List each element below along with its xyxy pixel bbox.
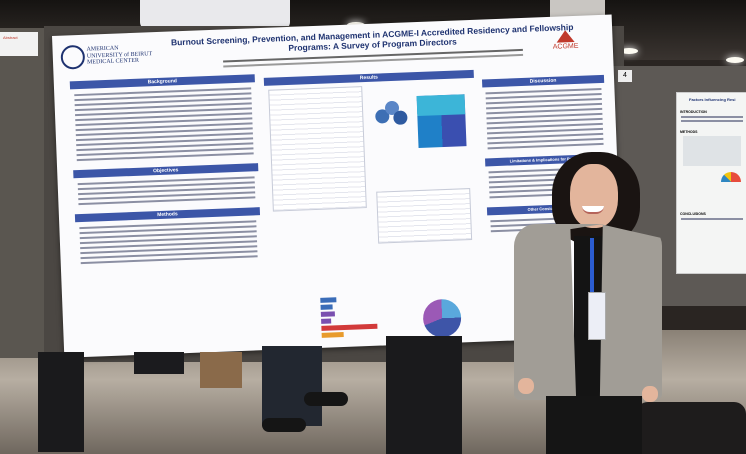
- background-person-legs: [134, 352, 184, 374]
- bar-chart: [320, 296, 382, 340]
- column-left: Background Objectives Methods: [69, 74, 262, 269]
- neighbor-poster-title: Factors Influencing Resi: [689, 97, 736, 102]
- left-board: [0, 28, 50, 358]
- text-line: [487, 142, 604, 150]
- presenter-smile: [582, 206, 604, 214]
- text-line: [681, 120, 743, 122]
- background-person-legs: [200, 352, 242, 388]
- presenter-hand: [518, 378, 534, 394]
- bag: [636, 402, 746, 454]
- presenter-face: [570, 164, 618, 228]
- results-table-2: [376, 188, 473, 244]
- aub-logo-icon: [60, 44, 86, 70]
- presenter-pants: [546, 396, 642, 454]
- neighbor-poster: Factors Influencing Resi INTRODUCTION ME…: [676, 92, 746, 274]
- scale-icons: [683, 136, 741, 166]
- section-header-results: Results: [263, 69, 474, 86]
- background-person-legs: [386, 336, 462, 454]
- pie-chart: [422, 298, 462, 338]
- bar: [321, 332, 344, 338]
- acgme-logo: ACGME: [552, 29, 579, 51]
- acgme-logo-label: ACGME: [552, 42, 579, 51]
- logo-line: MEDICAL CENTER: [86, 57, 140, 66]
- neighbor-section-methods: METHODS: [680, 130, 698, 134]
- gauge-icon: [721, 172, 741, 182]
- text-line: [681, 116, 743, 118]
- neighbor-section-intro: INTRODUCTION: [680, 110, 707, 114]
- aub-logo-text: AMERICAN UNIVERSITY of BEIRUT MEDICAL CE…: [86, 44, 152, 66]
- heatmap-chart: [416, 94, 467, 149]
- presenter-hand: [642, 386, 658, 402]
- left-sign-label: Abstract: [3, 35, 18, 40]
- acgme-logo-icon: [555, 29, 575, 43]
- neighbor-section-conclusions: CONCLUSIONS: [680, 212, 706, 216]
- objectives-text: [73, 171, 259, 210]
- ceiling-light: [726, 57, 744, 63]
- bar: [321, 318, 332, 324]
- shoe: [262, 418, 306, 432]
- lanyard: [590, 238, 594, 294]
- text-line: [681, 218, 743, 220]
- column-results: Results: [263, 69, 479, 338]
- venn-diagram: [375, 100, 410, 131]
- results-table: [268, 86, 367, 212]
- shoe: [304, 392, 348, 406]
- bar: [321, 323, 378, 331]
- booth-number: 4: [623, 72, 627, 79]
- bar: [320, 304, 333, 310]
- ceiling-light: [620, 48, 638, 54]
- bar: [320, 311, 335, 317]
- name-badge: [588, 292, 606, 340]
- methods-text: [75, 215, 262, 269]
- discussion-text: [482, 83, 606, 155]
- background-person-legs: [262, 346, 322, 426]
- booth-number-sign: 4: [618, 70, 632, 82]
- ceiling-lamp-shade: [140, 0, 290, 30]
- left-sign: Abstract: [0, 32, 38, 56]
- background-text: [70, 82, 258, 166]
- bar: [320, 297, 337, 303]
- background-person-legs: [38, 352, 84, 452]
- venn-circle: [393, 110, 408, 125]
